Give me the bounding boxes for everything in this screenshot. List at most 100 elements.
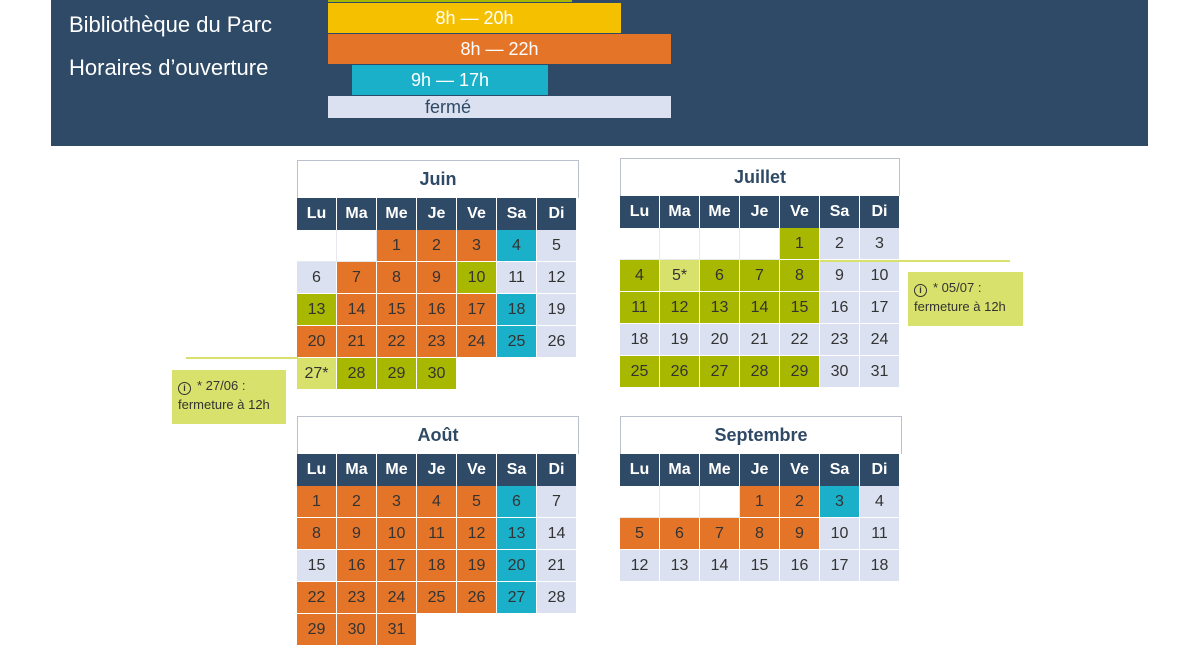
day-cell: 20 <box>297 326 337 358</box>
legend-orange-label: 8h — 22h <box>460 38 539 59</box>
day-cell: 10 <box>860 260 900 292</box>
day-cell: 13 <box>700 292 740 324</box>
day-cell: 30 <box>417 358 457 390</box>
day-cell: 8 <box>297 518 337 550</box>
day-cell: 27 <box>700 356 740 388</box>
legend-teal-label: 9h — 17h <box>410 69 490 90</box>
day-cell: 14 <box>337 294 377 326</box>
day-cell: 7 <box>337 262 377 294</box>
day-cell: 31 <box>377 614 417 646</box>
day-cell: 11 <box>497 262 537 294</box>
day-cell: 11 <box>417 518 457 550</box>
weekday-header: Sa <box>820 196 860 228</box>
day-cell: 21 <box>740 324 780 356</box>
day-cell: 30 <box>337 614 377 646</box>
legend-closed: fermé <box>328 96 671 118</box>
info-icon: i <box>914 284 927 297</box>
weekday-header: Di <box>860 196 900 228</box>
calendar-grid: Lu Ma Me Je Ve Sa Di 1 2 3 4 5* 6 7 8 9 10 11 12 13 14 15 16 17… <box>620 196 900 388</box>
day-cell: 24 <box>860 324 900 356</box>
day-cell: 28 <box>337 358 377 390</box>
weekday-header: Di <box>537 198 577 230</box>
day-cell: 21 <box>337 326 377 358</box>
legend-teal: 9h — 17h <box>352 65 548 95</box>
empty-cell <box>660 486 700 518</box>
weekday-header: Ve <box>457 198 497 230</box>
day-cell: 2 <box>337 486 377 518</box>
calendar-title: Août <box>297 416 579 454</box>
day-cell: 1 <box>297 486 337 518</box>
day-cell: 7 <box>700 518 740 550</box>
day-cell: 12 <box>537 262 577 294</box>
day-cell: 17 <box>457 294 497 326</box>
day-cell: 13 <box>297 294 337 326</box>
day-cell: 10 <box>377 518 417 550</box>
day-cell: 17 <box>377 550 417 582</box>
day-cell: 24 <box>457 326 497 358</box>
day-cell: 16 <box>417 294 457 326</box>
legend-closed-label: fermé <box>425 96 472 117</box>
day-cell: 7 <box>537 486 577 518</box>
weekday-header: Lu <box>620 454 660 486</box>
calendar-title: Juin <box>297 160 579 198</box>
day-cell: 4 <box>417 486 457 518</box>
day-cell: 1 <box>740 486 780 518</box>
day-cell: 25 <box>497 326 537 358</box>
day-cell: 9 <box>417 262 457 294</box>
day-cell: 23 <box>820 324 860 356</box>
empty-cell <box>740 228 780 260</box>
day-cell: 28 <box>740 356 780 388</box>
day-cell: 18 <box>417 550 457 582</box>
day-cell: 2 <box>780 486 820 518</box>
weekday-header: Je <box>417 198 457 230</box>
calendar-title: Juillet <box>620 158 900 196</box>
day-cell: 8 <box>377 262 417 294</box>
day-cell: 19 <box>457 550 497 582</box>
weekday-header: Lu <box>297 198 337 230</box>
day-cell: 14 <box>537 518 577 550</box>
calendar-aout: Août Lu Ma Me Je Ve Sa Di 1 2 3 4 5 6 7 8 9 10 11 12 13 14 15… <box>297 416 579 646</box>
calendar-juin: Juin Lu Ma Me Je Ve Sa Di 1 2 3 4 5 6 7 8 9 10 11 12 13 14 15… <box>297 160 579 390</box>
day-cell: 18 <box>860 550 900 582</box>
day-cell: 20 <box>700 324 740 356</box>
weekday-header: Ve <box>457 454 497 486</box>
empty-cell <box>620 228 660 260</box>
day-cell: 7 <box>740 260 780 292</box>
day-cell: 8 <box>780 260 820 292</box>
day-cell: 1 <box>780 228 820 260</box>
day-cell: 25 <box>417 582 457 614</box>
legend-green-partial <box>328 0 572 2</box>
weekday-header: Ma <box>337 198 377 230</box>
day-cell: 23 <box>337 582 377 614</box>
calendar-grid: Lu Ma Me Je Ve Sa Di 1 2 3 4 5 6 7 8 9 10 11 12 13 14 15 16 17 1… <box>297 454 579 646</box>
opening-hours-subtitle: Horaires d’ouverture <box>69 55 269 80</box>
day-cell: 3 <box>860 228 900 260</box>
day-cell: 4 <box>860 486 900 518</box>
day-cell: 15 <box>740 550 780 582</box>
note-juin-text: fermeture à 12h <box>178 397 270 412</box>
day-cell: 10 <box>457 262 497 294</box>
note-juillet: i * 05/07 : fermeture à 12h <box>908 272 1023 326</box>
day-cell: 5 <box>620 518 660 550</box>
day-cell: 25 <box>620 356 660 388</box>
day-cell: 26 <box>457 582 497 614</box>
day-cell: 5* <box>660 260 700 292</box>
calendar-septembre: Septembre Lu Ma Me Je Ve Sa Di 1 2 3 4 5 6 7 8 9 10 11 12 1… <box>620 416 902 582</box>
weekday-header: Ma <box>660 454 700 486</box>
weekday-header: Ve <box>780 454 820 486</box>
note-juin-connector <box>186 357 298 359</box>
day-cell: 4 <box>497 230 537 262</box>
day-cell: 9 <box>780 518 820 550</box>
legend-yellow: 8h — 20h <box>328 3 621 33</box>
day-cell: 2 <box>820 228 860 260</box>
library-title: Bibliothèque du Parc <box>69 12 273 37</box>
day-cell: 24 <box>377 582 417 614</box>
day-cell: 27 <box>497 582 537 614</box>
day-cell: 5 <box>457 486 497 518</box>
day-cell: 15 <box>297 550 337 582</box>
day-cell: 6 <box>660 518 700 550</box>
day-cell: 14 <box>700 550 740 582</box>
day-cell: 20 <box>497 550 537 582</box>
note-juillet-connector <box>820 260 1010 262</box>
day-cell: 19 <box>537 294 577 326</box>
